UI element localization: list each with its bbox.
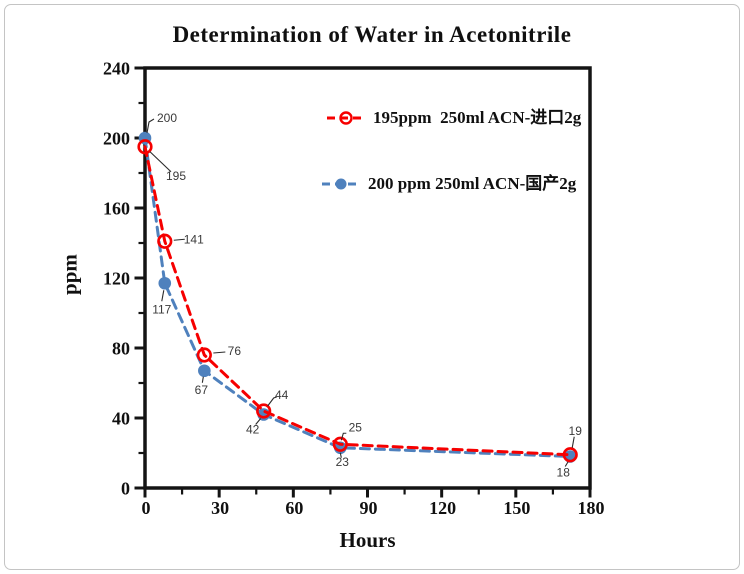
y-tick-label: 160 xyxy=(103,199,130,219)
x-tick-label: 30 xyxy=(211,498,229,518)
open-circle-marker xyxy=(137,139,153,155)
data-label: 141 xyxy=(184,232,204,246)
data-label-leader xyxy=(173,238,185,241)
y-tick-label: 80 xyxy=(112,339,130,359)
chart-title: Determination of Water in Acetonitrile xyxy=(172,22,572,47)
axis-ticks xyxy=(134,66,592,498)
x-tick-label: 0 xyxy=(142,498,151,518)
x-tick-label: 120 xyxy=(429,498,456,518)
series-line-1 xyxy=(143,136,572,458)
data-label-leader xyxy=(146,118,155,134)
data-label: 42 xyxy=(246,423,260,437)
plot-frame xyxy=(143,66,592,490)
series-data-labels-0: 195 141 76 44 25 19 xyxy=(149,151,583,448)
filled-circle-marker xyxy=(158,276,172,290)
y-tick-label: 240 xyxy=(103,59,130,79)
data-label-leader xyxy=(267,396,277,407)
open-circle-marker xyxy=(196,347,212,363)
x-axis-title: Hours xyxy=(339,528,396,552)
y-tick-label: 200 xyxy=(103,129,130,149)
data-label-leader xyxy=(339,452,342,458)
legend-key-marker xyxy=(335,178,347,190)
data-label: 195 xyxy=(166,169,186,183)
series-markers-0 xyxy=(137,139,578,463)
data-label-leader xyxy=(213,351,226,354)
data-label-leader xyxy=(161,290,165,302)
data-label: 67 xyxy=(195,383,209,397)
legend-label-imported: 195ppm 250ml ACN-进口2g xyxy=(373,108,582,127)
red-dashed-open-circle-icon xyxy=(327,111,365,125)
data-label-leader xyxy=(340,432,347,441)
open-circle-marker xyxy=(562,447,578,463)
y-tick-label: 40 xyxy=(112,409,130,429)
data-label: 18 xyxy=(557,466,571,480)
open-circle-marker xyxy=(332,436,348,452)
y-tick-label: 0 xyxy=(121,479,130,499)
axis-tick-labels: 0 40 80 120 160 200 240 0 30 60 90 120 150 180 xyxy=(103,59,605,519)
open-circle-marker xyxy=(256,403,272,419)
legend-item-imported-acn: 195ppm 250ml ACN-进口2g xyxy=(326,105,581,131)
data-label: 44 xyxy=(275,388,289,402)
x-tick-label: 90 xyxy=(360,498,378,518)
legend-label-domestic: 200 ppm 250ml ACN-国产2g xyxy=(368,174,577,193)
series-line-0 xyxy=(143,145,572,457)
data-label: 200 xyxy=(157,111,177,125)
data-label-leader xyxy=(564,461,569,467)
open-circle-marker xyxy=(157,233,173,249)
y-axis-title: ppm xyxy=(57,254,82,295)
data-label: 19 xyxy=(569,424,583,438)
data-label-leader xyxy=(255,418,262,425)
data-label-leader xyxy=(149,151,172,173)
data-label: 23 xyxy=(336,455,350,469)
legend-item-domestic-acn: 200 ppm 250ml ACN-国产2g xyxy=(321,171,576,197)
data-label: 117 xyxy=(152,302,171,316)
data-label: 25 xyxy=(349,420,363,434)
data-label-leader xyxy=(571,436,575,448)
data-label-leader xyxy=(201,376,204,383)
data-label: 76 xyxy=(228,344,242,358)
series-data-labels-1: 200 117 67 42 23 18 xyxy=(146,111,571,480)
blue-dashed-filled-circle-icon xyxy=(322,178,360,190)
x-tick-label: 60 xyxy=(285,498,303,518)
filled-circle-marker xyxy=(198,364,211,378)
x-tick-label: 180 xyxy=(578,498,605,518)
legend-key-marker xyxy=(339,111,353,125)
x-tick-label: 150 xyxy=(503,498,530,518)
y-tick-label: 120 xyxy=(103,269,130,289)
